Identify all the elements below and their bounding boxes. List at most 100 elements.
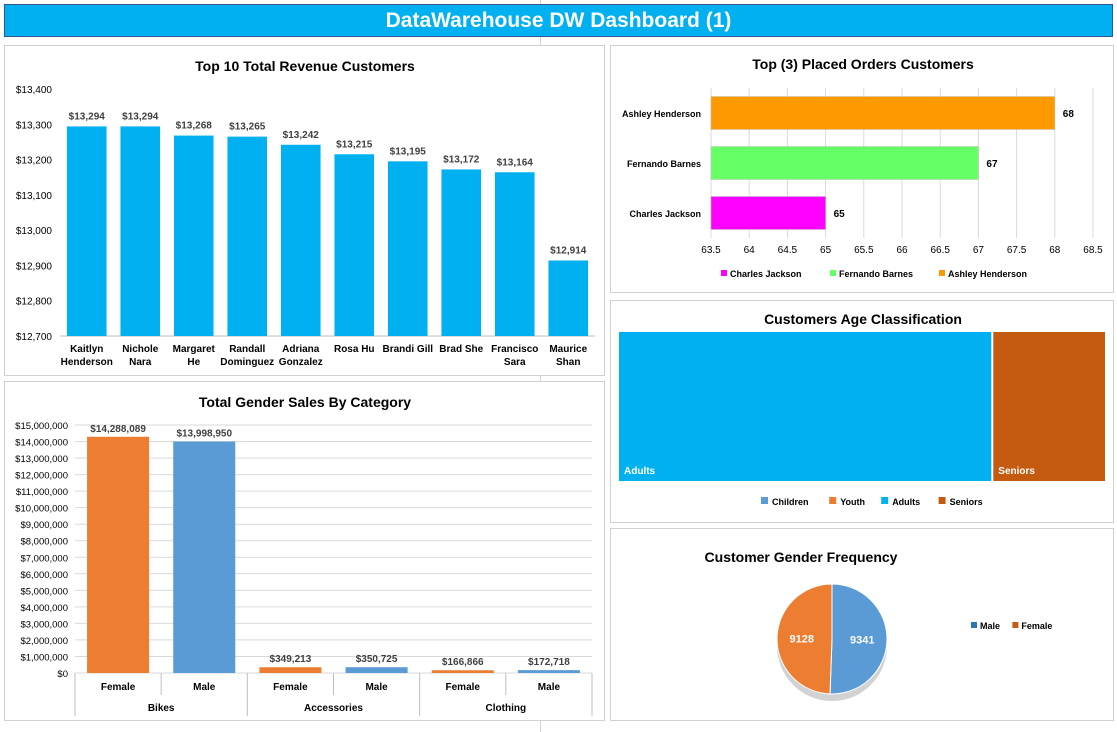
y-tick-label: $1,000,000 [20, 652, 68, 663]
gender-sales-chart-panel[interactable]: Total Gender Sales By Category $0 $1,000,0… [4, 381, 605, 721]
bar [280, 144, 321, 336]
legend-label: Charles Jackson [730, 269, 802, 279]
x-tick-label: Randall [229, 344, 265, 355]
dashboard-title: DataWarehouse DW Dashboard (1) [4, 4, 1113, 37]
x-tick-label: Male [538, 682, 561, 693]
y-tick-label: Fernando Barnes [627, 159, 701, 169]
data-label: $13,195 [390, 146, 427, 157]
legend-label: Ashley Henderson [948, 269, 1027, 279]
x-tick-label: Nara [129, 357, 152, 368]
bar [87, 436, 150, 673]
y-tick-label: Charles Jackson [629, 209, 701, 219]
legend-swatch [1012, 622, 1019, 628]
legend-label: Female [1021, 621, 1052, 631]
bar [517, 670, 580, 673]
slice-label: 9341 [850, 635, 874, 647]
y-tick-label: $13,400 [16, 85, 53, 96]
legend-label: Adults [892, 497, 920, 507]
age-chart-panel[interactable]: Customers Age Classification Adults Senior… [610, 300, 1114, 523]
data-label: $350,725 [356, 654, 398, 665]
legend-label: Fernando Barnes [839, 269, 913, 279]
data-label: $13,242 [283, 130, 320, 141]
x-tick-label: Dominguez [220, 357, 274, 368]
x-tick-label: 68 [1049, 245, 1061, 256]
data-label: 68 [1063, 109, 1075, 120]
chart-title: Top 10 Total Revenue Customers [195, 58, 415, 74]
legend-swatch [830, 270, 836, 276]
y-tick-label: $10,000,000 [15, 504, 68, 515]
data-label: $12,914 [550, 245, 587, 256]
bar [710, 196, 826, 230]
x-tick-label: Nichole [122, 344, 159, 355]
y-tick-label: $12,900 [16, 261, 53, 272]
treemap-label: Adults [624, 466, 656, 477]
revenue-chart-panel[interactable]: Top 10 Total Revenue Customers $12,700 $12… [4, 45, 605, 376]
x-tick-label: Margaret [173, 344, 216, 355]
x-tick-label: 66 [896, 245, 908, 256]
data-label: 67 [986, 159, 998, 170]
y-tick-label: $15,000,000 [15, 421, 68, 432]
group-label: Clothing [486, 703, 527, 714]
pie-slice [776, 583, 833, 695]
data-label: $166,866 [442, 657, 484, 668]
legend-label: Youth [840, 497, 865, 507]
data-label: $13,268 [176, 121, 213, 132]
x-tick-label: 67 [973, 245, 985, 256]
treemap-tile [993, 332, 1105, 481]
data-label: $13,265 [229, 122, 266, 133]
x-tick-label: 63.5 [701, 245, 721, 256]
x-tick-label: Brandi Gill [382, 344, 433, 355]
bar [548, 260, 589, 336]
y-tick-label: $8,000,000 [20, 537, 68, 548]
treemap-tile [619, 332, 992, 481]
gender-sales-chart: Total Gender Sales By Category $0 $1,000,0… [15, 394, 593, 716]
x-tick-label: Female [101, 682, 136, 693]
gender-freq-chart-panel[interactable]: Customer Gender Frequency 9341 9128 Male Fem… [610, 528, 1114, 721]
y-tick-label: $13,000 [16, 226, 53, 237]
bar [173, 441, 236, 673]
bar [66, 126, 107, 336]
y-tick-label: $0 [57, 669, 68, 680]
x-tick-label: Sara [504, 357, 526, 368]
x-tick-label: Henderson [61, 357, 113, 368]
x-tick-label: Shan [556, 357, 580, 368]
bar [710, 96, 1056, 130]
bar [120, 126, 161, 336]
bar [345, 667, 408, 673]
x-tick-label: Gonzalez [279, 357, 323, 368]
x-tick-label: He [187, 357, 200, 368]
y-tick-label: $11,000,000 [16, 487, 68, 498]
x-tick-label: Maurice [549, 344, 587, 355]
x-tick-label: Male [193, 682, 216, 693]
group-label: Bikes [148, 703, 175, 714]
legend-swatch [938, 497, 946, 504]
legend-label: Children [772, 497, 809, 507]
data-label: $13,998,950 [176, 429, 232, 440]
gender-frequency-chart: Customer Gender Frequency 9341 9128 Male Fem… [705, 549, 1052, 701]
treemap-label: Seniors [998, 466, 1035, 477]
chart-title: Customer Gender Frequency [705, 549, 898, 565]
y-tick-label: $5,000,000 [20, 586, 68, 597]
y-tick-label: $13,300 [16, 120, 53, 131]
data-label: $172,718 [528, 657, 570, 668]
bar [494, 172, 535, 336]
revenue-chart: Top 10 Total Revenue Customers $12,700 $12… [16, 58, 595, 368]
y-tick-label: $9,000,000 [20, 520, 68, 531]
data-label: $13,294 [122, 111, 159, 122]
chart-title: Total Gender Sales By Category [199, 394, 411, 410]
y-tick-label: $12,700 [16, 332, 53, 343]
y-tick-label: $14,000,000 [15, 438, 68, 449]
chart-title: Customers Age Classification [764, 311, 962, 327]
y-tick-label: $6,000,000 [20, 570, 68, 581]
orders-chart-panel[interactable]: Top (3) Placed Orders Customers 63.5 64 64.… [610, 45, 1114, 293]
legend-swatch [971, 622, 977, 628]
bar [173, 135, 214, 336]
bar [441, 169, 482, 336]
x-tick-label: Female [446, 682, 481, 693]
x-tick-label: 64.5 [778, 245, 798, 256]
x-tick-label: 65.5 [854, 245, 874, 256]
x-tick-label: 68.5 [1083, 245, 1103, 256]
x-tick-label: 66.5 [930, 245, 950, 256]
slice-label: 9128 [790, 633, 814, 645]
y-tick-label: $12,000,000 [15, 471, 68, 482]
